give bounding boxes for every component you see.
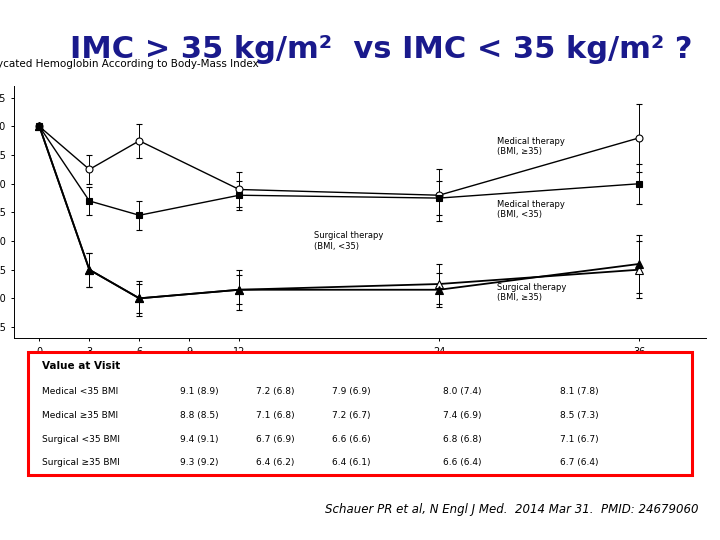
Text: 7.1 (6.7): 7.1 (6.7) xyxy=(560,435,599,444)
Text: Surgical therapy
(BMI, <35): Surgical therapy (BMI, <35) xyxy=(314,231,384,251)
Text: Medical therapy
(BMI, ≥35): Medical therapy (BMI, ≥35) xyxy=(498,137,565,156)
Text: 9.3 (9.2): 9.3 (9.2) xyxy=(180,458,219,467)
Text: Medical <35 BMI: Medical <35 BMI xyxy=(42,387,118,396)
Text: Surgical therapy
(BMI, ≥35): Surgical therapy (BMI, ≥35) xyxy=(498,283,567,302)
Text: 9.1 (8.9): 9.1 (8.9) xyxy=(180,387,219,396)
Text: 6.6 (6.6): 6.6 (6.6) xyxy=(333,435,371,444)
Text: 6.6 (6.4): 6.6 (6.4) xyxy=(443,458,482,467)
Text: 6.4 (6.2): 6.4 (6.2) xyxy=(256,458,294,467)
Text: 7.2 (6.8): 7.2 (6.8) xyxy=(256,387,294,396)
Text: 9.4 (9.1): 9.4 (9.1) xyxy=(180,435,219,444)
Text: B   Glycated Hemoglobin According to Body-Mass Index: B Glycated Hemoglobin According to Body-… xyxy=(0,59,259,69)
Text: 6.7 (6.9): 6.7 (6.9) xyxy=(256,435,295,444)
Text: 7.4 (6.9): 7.4 (6.9) xyxy=(443,411,482,420)
Text: Value at Visit: Value at Visit xyxy=(42,361,120,371)
Text: 7.2 (6.7): 7.2 (6.7) xyxy=(333,411,371,420)
Text: 7.1 (6.8): 7.1 (6.8) xyxy=(256,411,295,420)
Text: 8.0 (7.4): 8.0 (7.4) xyxy=(443,387,482,396)
Text: Surgical ≥35 BMI: Surgical ≥35 BMI xyxy=(42,458,120,467)
Text: Medical ≥35 BMI: Medical ≥35 BMI xyxy=(42,411,118,420)
Text: Schauer PR et al, N Engl J Med.  2014 Mar 31.  PMID: 24679060: Schauer PR et al, N Engl J Med. 2014 Mar… xyxy=(325,503,698,516)
FancyBboxPatch shape xyxy=(28,352,692,475)
X-axis label: Month: Month xyxy=(343,362,377,372)
Text: 8.1 (7.8): 8.1 (7.8) xyxy=(560,387,599,396)
Text: 7.9 (6.9): 7.9 (6.9) xyxy=(333,387,371,396)
Text: 6.7 (6.4): 6.7 (6.4) xyxy=(560,458,599,467)
Text: Medical therapy
(BMI, <35): Medical therapy (BMI, <35) xyxy=(498,200,565,219)
Text: Surgical <35 BMI: Surgical <35 BMI xyxy=(42,435,120,444)
Text: IMC > 35 kg/m²  vs IMC < 35 kg/m² ?: IMC > 35 kg/m² vs IMC < 35 kg/m² ? xyxy=(70,35,692,64)
Text: 8.5 (7.3): 8.5 (7.3) xyxy=(560,411,599,420)
Text: 6.4 (6.1): 6.4 (6.1) xyxy=(333,458,371,467)
Text: 6.8 (6.8): 6.8 (6.8) xyxy=(443,435,482,444)
Text: 8.8 (8.5): 8.8 (8.5) xyxy=(180,411,219,420)
